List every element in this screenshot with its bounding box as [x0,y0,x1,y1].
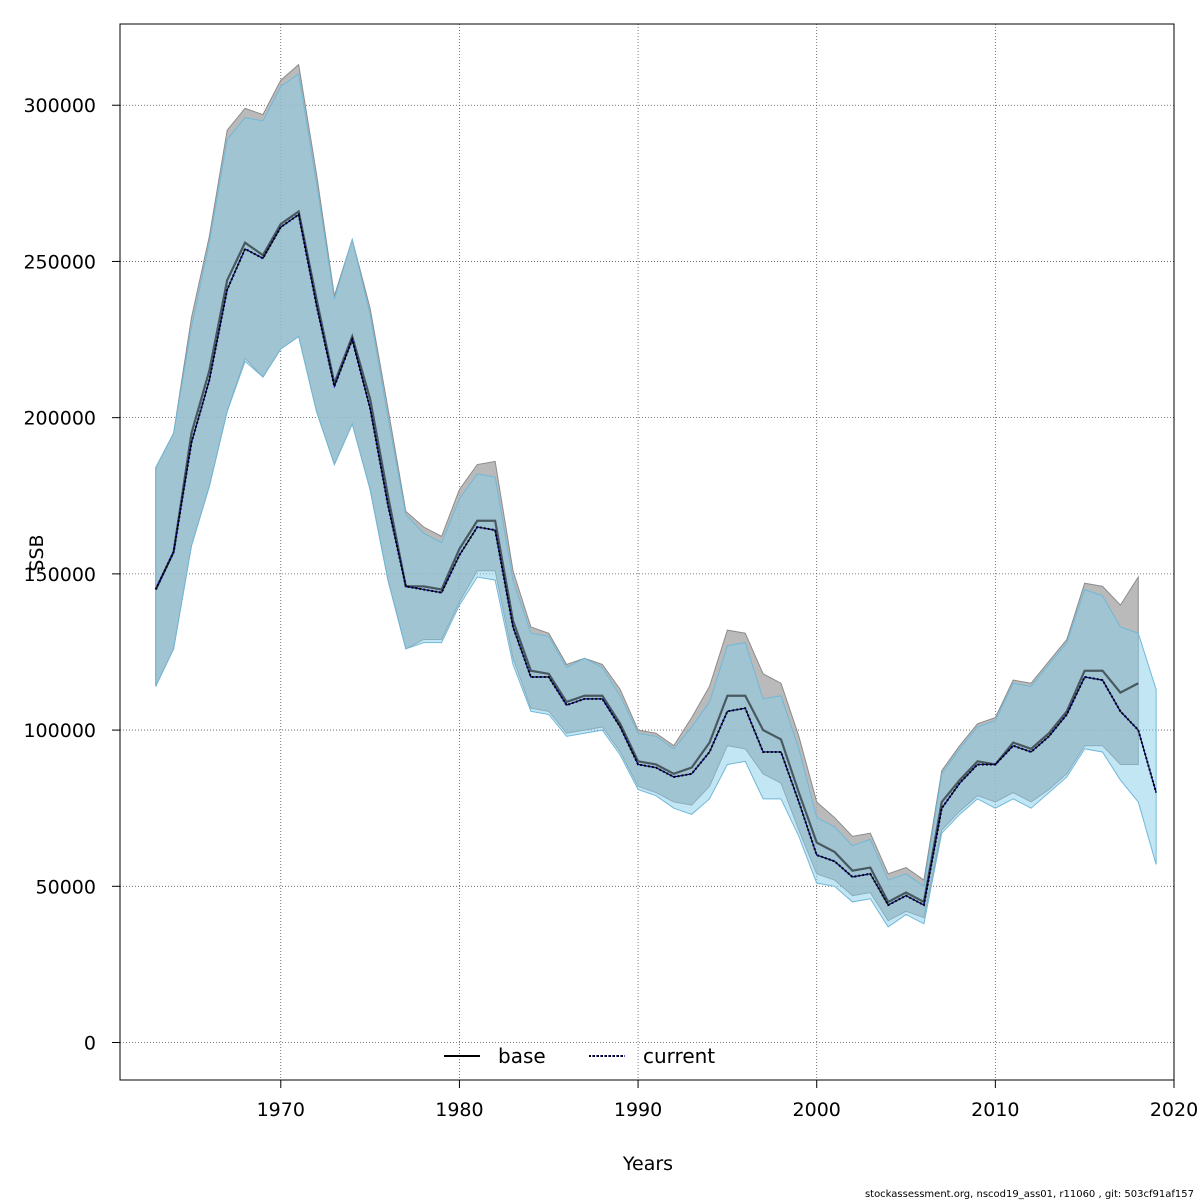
confidence-bands [155,63,1157,928]
legend-label-base: base [498,1044,546,1068]
x-tick-label: 2000 [793,1099,841,1121]
y-tick-label: 250000 [23,251,96,273]
y-tick-label: 300000 [23,95,96,117]
series-lines [154,209,1158,907]
x-axis-title: Years [622,1153,673,1175]
y-axis-title: SSB [26,534,48,571]
y-tick-label: 150000 [23,564,96,586]
y-axis: 0 50000 100000 150000 200000 250000 300000 [23,95,120,1055]
x-tick-label: 2020 [1150,1099,1198,1121]
legend: base current [444,1044,715,1068]
legend-label-current: current [643,1044,715,1068]
series-line-base [154,209,1139,904]
x-tick-label: 2010 [971,1099,1019,1121]
x-tick-label: 1980 [435,1099,483,1121]
series-line-current [154,212,1158,907]
x-tick-label: 1970 [257,1099,305,1121]
y-tick-label: 200000 [23,408,96,430]
footer-credit: stockassessment.org, nscod19_ass01, r110… [865,1189,1194,1200]
y-tick-label: 50000 [36,876,96,898]
x-tick-label: 1990 [614,1099,662,1121]
x-axis: 1970 1980 1990 2000 2010 2020 [257,1080,1198,1121]
series-line-current-inner [155,213,1157,906]
confidence-band-current [155,73,1157,928]
y-tick-label: 100000 [23,720,96,742]
y-tick-label: 0 [84,1033,96,1055]
plot-frame [119,23,1175,1081]
